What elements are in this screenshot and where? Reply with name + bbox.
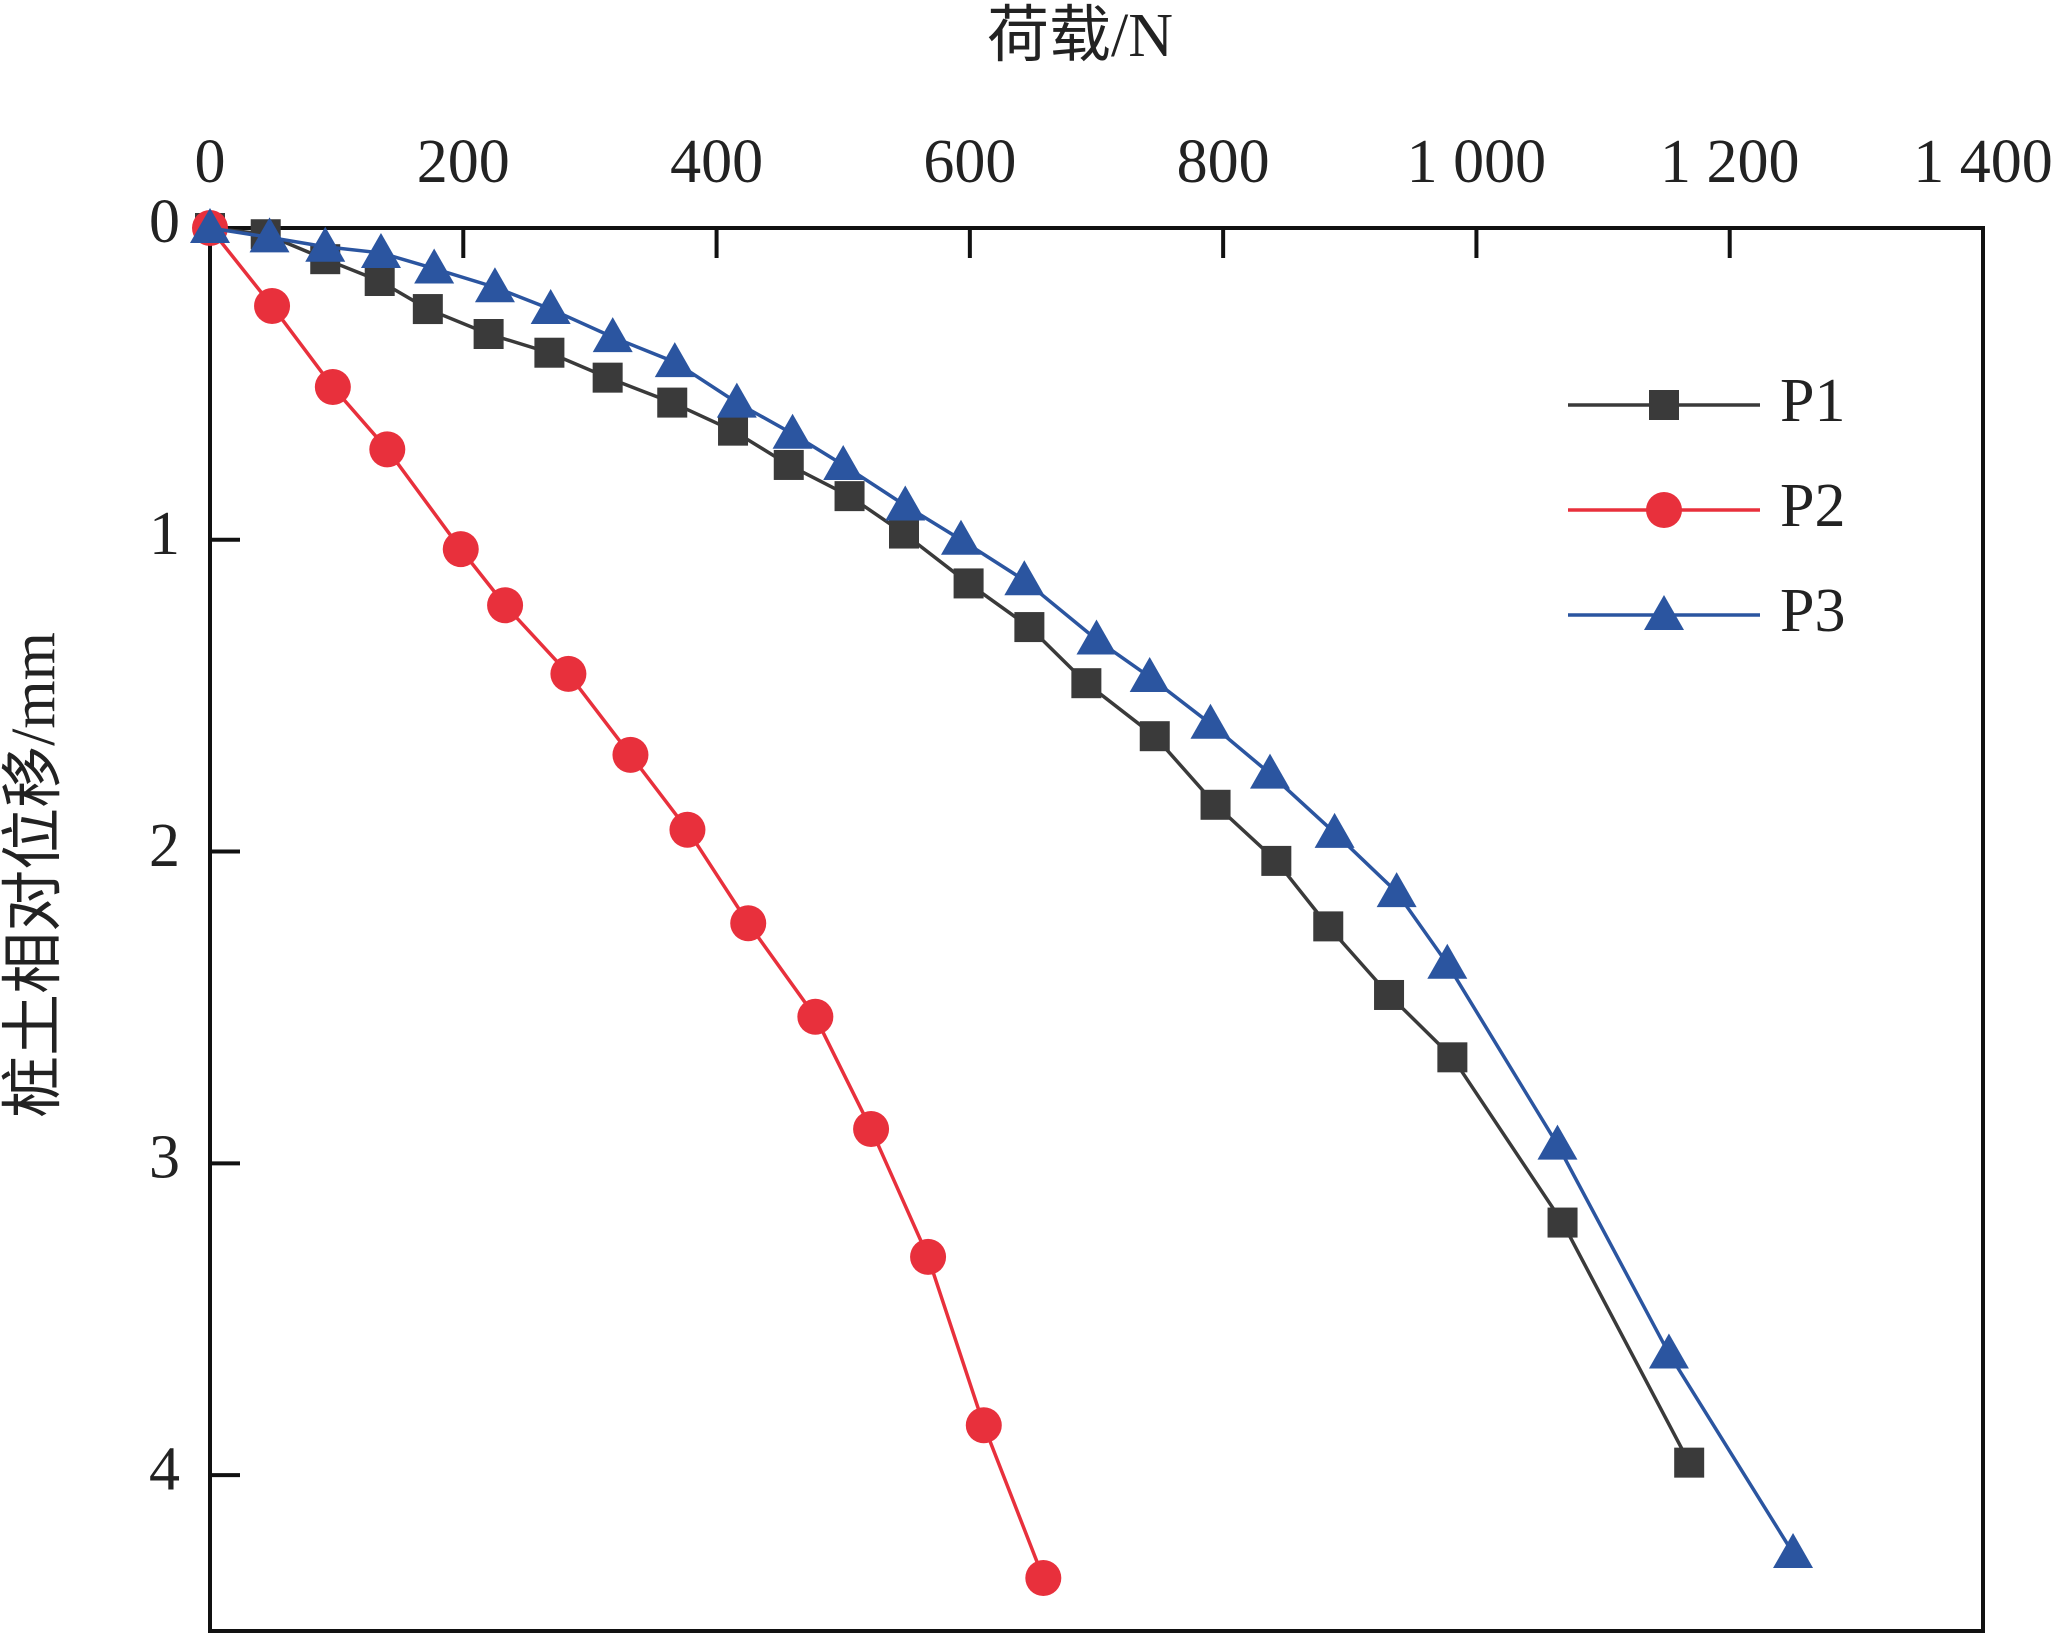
marker bbox=[797, 998, 834, 1035]
marker bbox=[730, 905, 767, 942]
marker bbox=[965, 1407, 1002, 1444]
y-tick-label: 4 bbox=[149, 1435, 180, 1503]
marker bbox=[530, 289, 571, 325]
marker bbox=[190, 208, 230, 243]
legend-label: P1 bbox=[1780, 367, 1845, 435]
marker bbox=[1129, 656, 1170, 692]
plot-frame bbox=[208, 226, 1985, 1633]
marker bbox=[249, 217, 290, 253]
marker bbox=[1537, 1124, 1578, 1160]
marker bbox=[853, 1111, 890, 1148]
y-tick-label: 1 bbox=[149, 500, 180, 568]
marker bbox=[1437, 1042, 1468, 1073]
marker bbox=[474, 267, 515, 303]
marker bbox=[473, 319, 504, 350]
marker bbox=[885, 485, 926, 521]
y-tick-label: 0 bbox=[149, 188, 180, 256]
marker bbox=[1261, 845, 1292, 876]
marker bbox=[834, 481, 865, 512]
marker bbox=[305, 226, 346, 262]
marker bbox=[772, 413, 813, 449]
x-tick-label: 0 bbox=[195, 128, 226, 196]
marker bbox=[592, 362, 623, 393]
marker bbox=[1190, 703, 1231, 739]
marker bbox=[364, 266, 395, 297]
marker bbox=[550, 655, 587, 692]
marker bbox=[1773, 1533, 1814, 1569]
marker bbox=[1313, 911, 1344, 942]
marker bbox=[412, 294, 443, 325]
marker bbox=[1200, 789, 1231, 820]
x-tick-label: 1 000 bbox=[1407, 128, 1547, 196]
marker bbox=[1250, 753, 1291, 789]
marker bbox=[1427, 943, 1468, 979]
marker bbox=[654, 342, 695, 378]
series-line bbox=[209, 226, 1795, 1554]
marker bbox=[592, 317, 633, 353]
marker bbox=[1376, 872, 1417, 908]
y-tick-label: 2 bbox=[149, 812, 180, 880]
legend-marker bbox=[1646, 492, 1682, 528]
marker bbox=[414, 248, 455, 284]
marker bbox=[254, 287, 291, 324]
legend-marker bbox=[1649, 390, 1679, 420]
marker bbox=[1648, 1333, 1689, 1369]
series-line bbox=[209, 226, 1691, 1464]
marker bbox=[1674, 1447, 1705, 1478]
marker bbox=[889, 518, 920, 549]
x-tick-label: 800 bbox=[1177, 128, 1270, 196]
marker bbox=[1314, 812, 1355, 848]
y-axis-title: 桩土相对位移/mm bbox=[0, 632, 68, 1118]
series-line bbox=[208, 226, 1045, 1579]
marker bbox=[1139, 721, 1170, 752]
marker bbox=[1374, 979, 1405, 1010]
marker bbox=[953, 568, 984, 599]
marker bbox=[369, 431, 406, 468]
marker bbox=[718, 415, 749, 446]
marker bbox=[534, 337, 565, 368]
marker bbox=[1547, 1207, 1578, 1238]
x-tick-label: 200 bbox=[417, 128, 510, 196]
marker bbox=[1025, 1559, 1062, 1596]
marker bbox=[823, 444, 864, 480]
x-tick-label: 600 bbox=[923, 128, 1016, 196]
marker bbox=[360, 232, 401, 268]
marker bbox=[612, 736, 649, 773]
marker bbox=[657, 387, 688, 418]
x-tick-label: 400 bbox=[670, 128, 763, 196]
marker bbox=[716, 382, 757, 418]
marker bbox=[487, 587, 524, 624]
y-tick-label: 3 bbox=[149, 1124, 180, 1192]
x-tick-label: 1 400 bbox=[1913, 128, 2053, 196]
marker bbox=[1076, 619, 1117, 655]
marker bbox=[1071, 668, 1102, 699]
marker bbox=[442, 531, 479, 568]
marker bbox=[1014, 612, 1045, 643]
legend-label: P2 bbox=[1780, 472, 1845, 540]
marker bbox=[314, 369, 351, 406]
x-tick-label: 1 200 bbox=[1660, 128, 1800, 196]
marker bbox=[773, 449, 804, 480]
marker bbox=[940, 519, 981, 555]
marker bbox=[910, 1238, 947, 1275]
marker bbox=[1004, 560, 1045, 596]
marker bbox=[669, 811, 706, 848]
x-axis-title: 荷载/N bbox=[987, 2, 1173, 70]
legend-label: P3 bbox=[1780, 577, 1845, 645]
legend-marker bbox=[1644, 595, 1684, 630]
